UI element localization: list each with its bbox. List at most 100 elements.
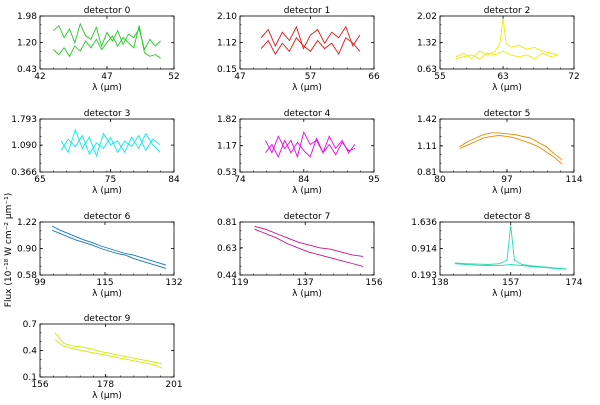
x-tick-label: 55 xyxy=(434,72,445,82)
x-tick-label: 115 xyxy=(96,278,113,288)
panel-title: detector 3 xyxy=(84,109,131,119)
panel-frame xyxy=(439,118,575,173)
y-tick-label: 1.090 xyxy=(11,141,37,151)
x-tick-label: 97 xyxy=(501,175,512,185)
y-tick-label: 0.63 xyxy=(217,244,237,254)
x-tick-label: 178 xyxy=(97,380,114,390)
panel-frame xyxy=(239,221,375,276)
x-tick-label: 72 xyxy=(568,72,579,82)
y-tick-label: 0.44 xyxy=(217,271,237,281)
series-line-0 xyxy=(54,332,163,365)
series-line-1 xyxy=(254,228,364,267)
y-tick-label: 0.4 xyxy=(23,347,38,357)
x-axis-label: λ (µm) xyxy=(292,289,322,299)
x-axis-label: λ (µm) xyxy=(492,83,522,93)
panel-title: detector 4 xyxy=(284,109,331,119)
y-tick-label: 1.32 xyxy=(417,39,437,49)
x-tick-label: 95 xyxy=(368,175,379,185)
panel-6: detector 6 99 115 132 0.58 0.90 1.22 λ (µm) xyxy=(17,212,183,299)
x-tick-label: 99 xyxy=(34,278,46,288)
x-tick-label: 47 xyxy=(101,72,112,82)
panel-frame xyxy=(39,323,175,378)
x-tick-label: 42 xyxy=(34,72,45,82)
x-tick-label: 80 xyxy=(434,175,446,185)
series-line-0 xyxy=(254,225,364,257)
x-tick-label: 63 xyxy=(497,72,508,82)
series-line-0 xyxy=(53,22,161,51)
x-axis-label: λ (µm) xyxy=(92,391,122,400)
panel-title: detector 8 xyxy=(484,212,531,222)
y-tick-label: 1.22 xyxy=(17,218,37,228)
y-tick-label: 0.7 xyxy=(23,320,37,330)
x-axis-label: λ (µm) xyxy=(292,186,322,196)
x-axis-label: λ (µm) xyxy=(92,186,122,196)
x-axis-label: λ (µm) xyxy=(92,289,122,299)
panel-1: detector 1 47 57 66 0.15 1.12 2.10 λ (µm) xyxy=(217,6,380,93)
y-tick-label: 1.20 xyxy=(17,39,37,49)
y-tick-label: 0.193 xyxy=(411,271,437,281)
y-tick-label: 1.82 xyxy=(217,115,237,125)
panel-9: detector 9 156 178 201 0.1 0.4 0.7 λ (µm) xyxy=(23,314,183,401)
y-tick-label: 1.98 xyxy=(17,12,37,22)
x-tick-label: 65 xyxy=(34,175,45,185)
panel-frame xyxy=(439,15,575,70)
panel-8: detector 8 138 157 174 0.193 0.914 1.636 λ (µm) xyxy=(411,212,583,299)
series-line-1 xyxy=(260,36,361,56)
panel-title: detector 2 xyxy=(484,6,531,16)
global-y-axis-label: Flux (10⁻¹⁸ W cm⁻² µm⁻¹) xyxy=(4,193,14,307)
x-axis-label: λ (µm) xyxy=(292,83,322,93)
y-tick-label: 1.42 xyxy=(417,115,437,125)
y-tick-label: 0.90 xyxy=(17,245,37,255)
panel-5: detector 5 80 97 114 0.81 1.11 1.42 λ (µm) xyxy=(417,109,583,196)
x-tick-label: 66 xyxy=(368,72,380,82)
y-tick-label: 0.81 xyxy=(217,218,237,228)
series-line-1 xyxy=(455,50,559,60)
y-tick-label: 2.10 xyxy=(217,12,237,22)
y-tick-label: 0.58 xyxy=(17,271,37,281)
x-tick-label: 119 xyxy=(231,278,248,288)
series-line-0 xyxy=(51,225,167,266)
y-tick-label: 0.63 xyxy=(417,65,437,75)
x-tick-label: 156 xyxy=(31,380,48,390)
panel-3: detector 3 65 75 84 0.366 1.090 1.793 λ (µm) xyxy=(11,109,180,196)
panel-2: detector 2 55 63 72 0.63 1.32 2.02 λ (µm) xyxy=(417,6,580,93)
y-tick-label: 0.43 xyxy=(17,65,37,75)
panel-title: detector 7 xyxy=(284,212,331,222)
series-line-1 xyxy=(459,135,563,165)
panel-title: detector 9 xyxy=(84,314,131,324)
panel-title: detector 5 xyxy=(484,109,531,119)
panel-title: detector 0 xyxy=(84,6,131,16)
y-tick-label: 0.53 xyxy=(217,168,237,178)
panel-7: detector 7 119 137 156 0.44 0.63 0.81 λ (µm) xyxy=(217,212,383,299)
x-tick-label: 84 xyxy=(168,175,180,185)
series-line-0 xyxy=(265,130,356,159)
x-tick-label: 201 xyxy=(165,380,182,390)
series-line-0 xyxy=(459,132,563,161)
y-tick-label: 0.914 xyxy=(411,245,437,255)
y-tick-label: 1.11 xyxy=(417,142,437,152)
x-tick-label: 114 xyxy=(565,175,582,185)
series-line-1 xyxy=(60,134,161,155)
x-tick-label: 137 xyxy=(297,278,314,288)
y-tick-label: 1.12 xyxy=(217,39,237,49)
x-tick-label: 57 xyxy=(305,72,316,82)
y-tick-label: 0.81 xyxy=(417,168,437,178)
series-line-0 xyxy=(60,128,161,158)
x-tick-label: 74 xyxy=(234,175,246,185)
x-tick-label: 157 xyxy=(502,278,519,288)
y-tick-label: 0.15 xyxy=(217,65,237,75)
panel-4: detector 4 74 84 95 0.53 1.17 1.82 λ (µm) xyxy=(217,109,380,196)
x-tick-label: 75 xyxy=(105,175,116,185)
x-tick-label: 84 xyxy=(298,175,310,185)
x-tick-label: 52 xyxy=(168,72,179,82)
panel-title: detector 6 xyxy=(84,212,131,222)
panel-0: detector 0 42 47 52 0.43 1.20 1.98 λ (µm) xyxy=(17,6,180,93)
y-tick-label: 1.17 xyxy=(217,142,237,152)
x-tick-label: 174 xyxy=(565,278,582,288)
x-tick-label: 47 xyxy=(234,72,245,82)
x-tick-label: 138 xyxy=(431,278,448,288)
x-axis-label: λ (µm) xyxy=(492,289,522,299)
y-tick-label: 0.1 xyxy=(23,373,37,383)
